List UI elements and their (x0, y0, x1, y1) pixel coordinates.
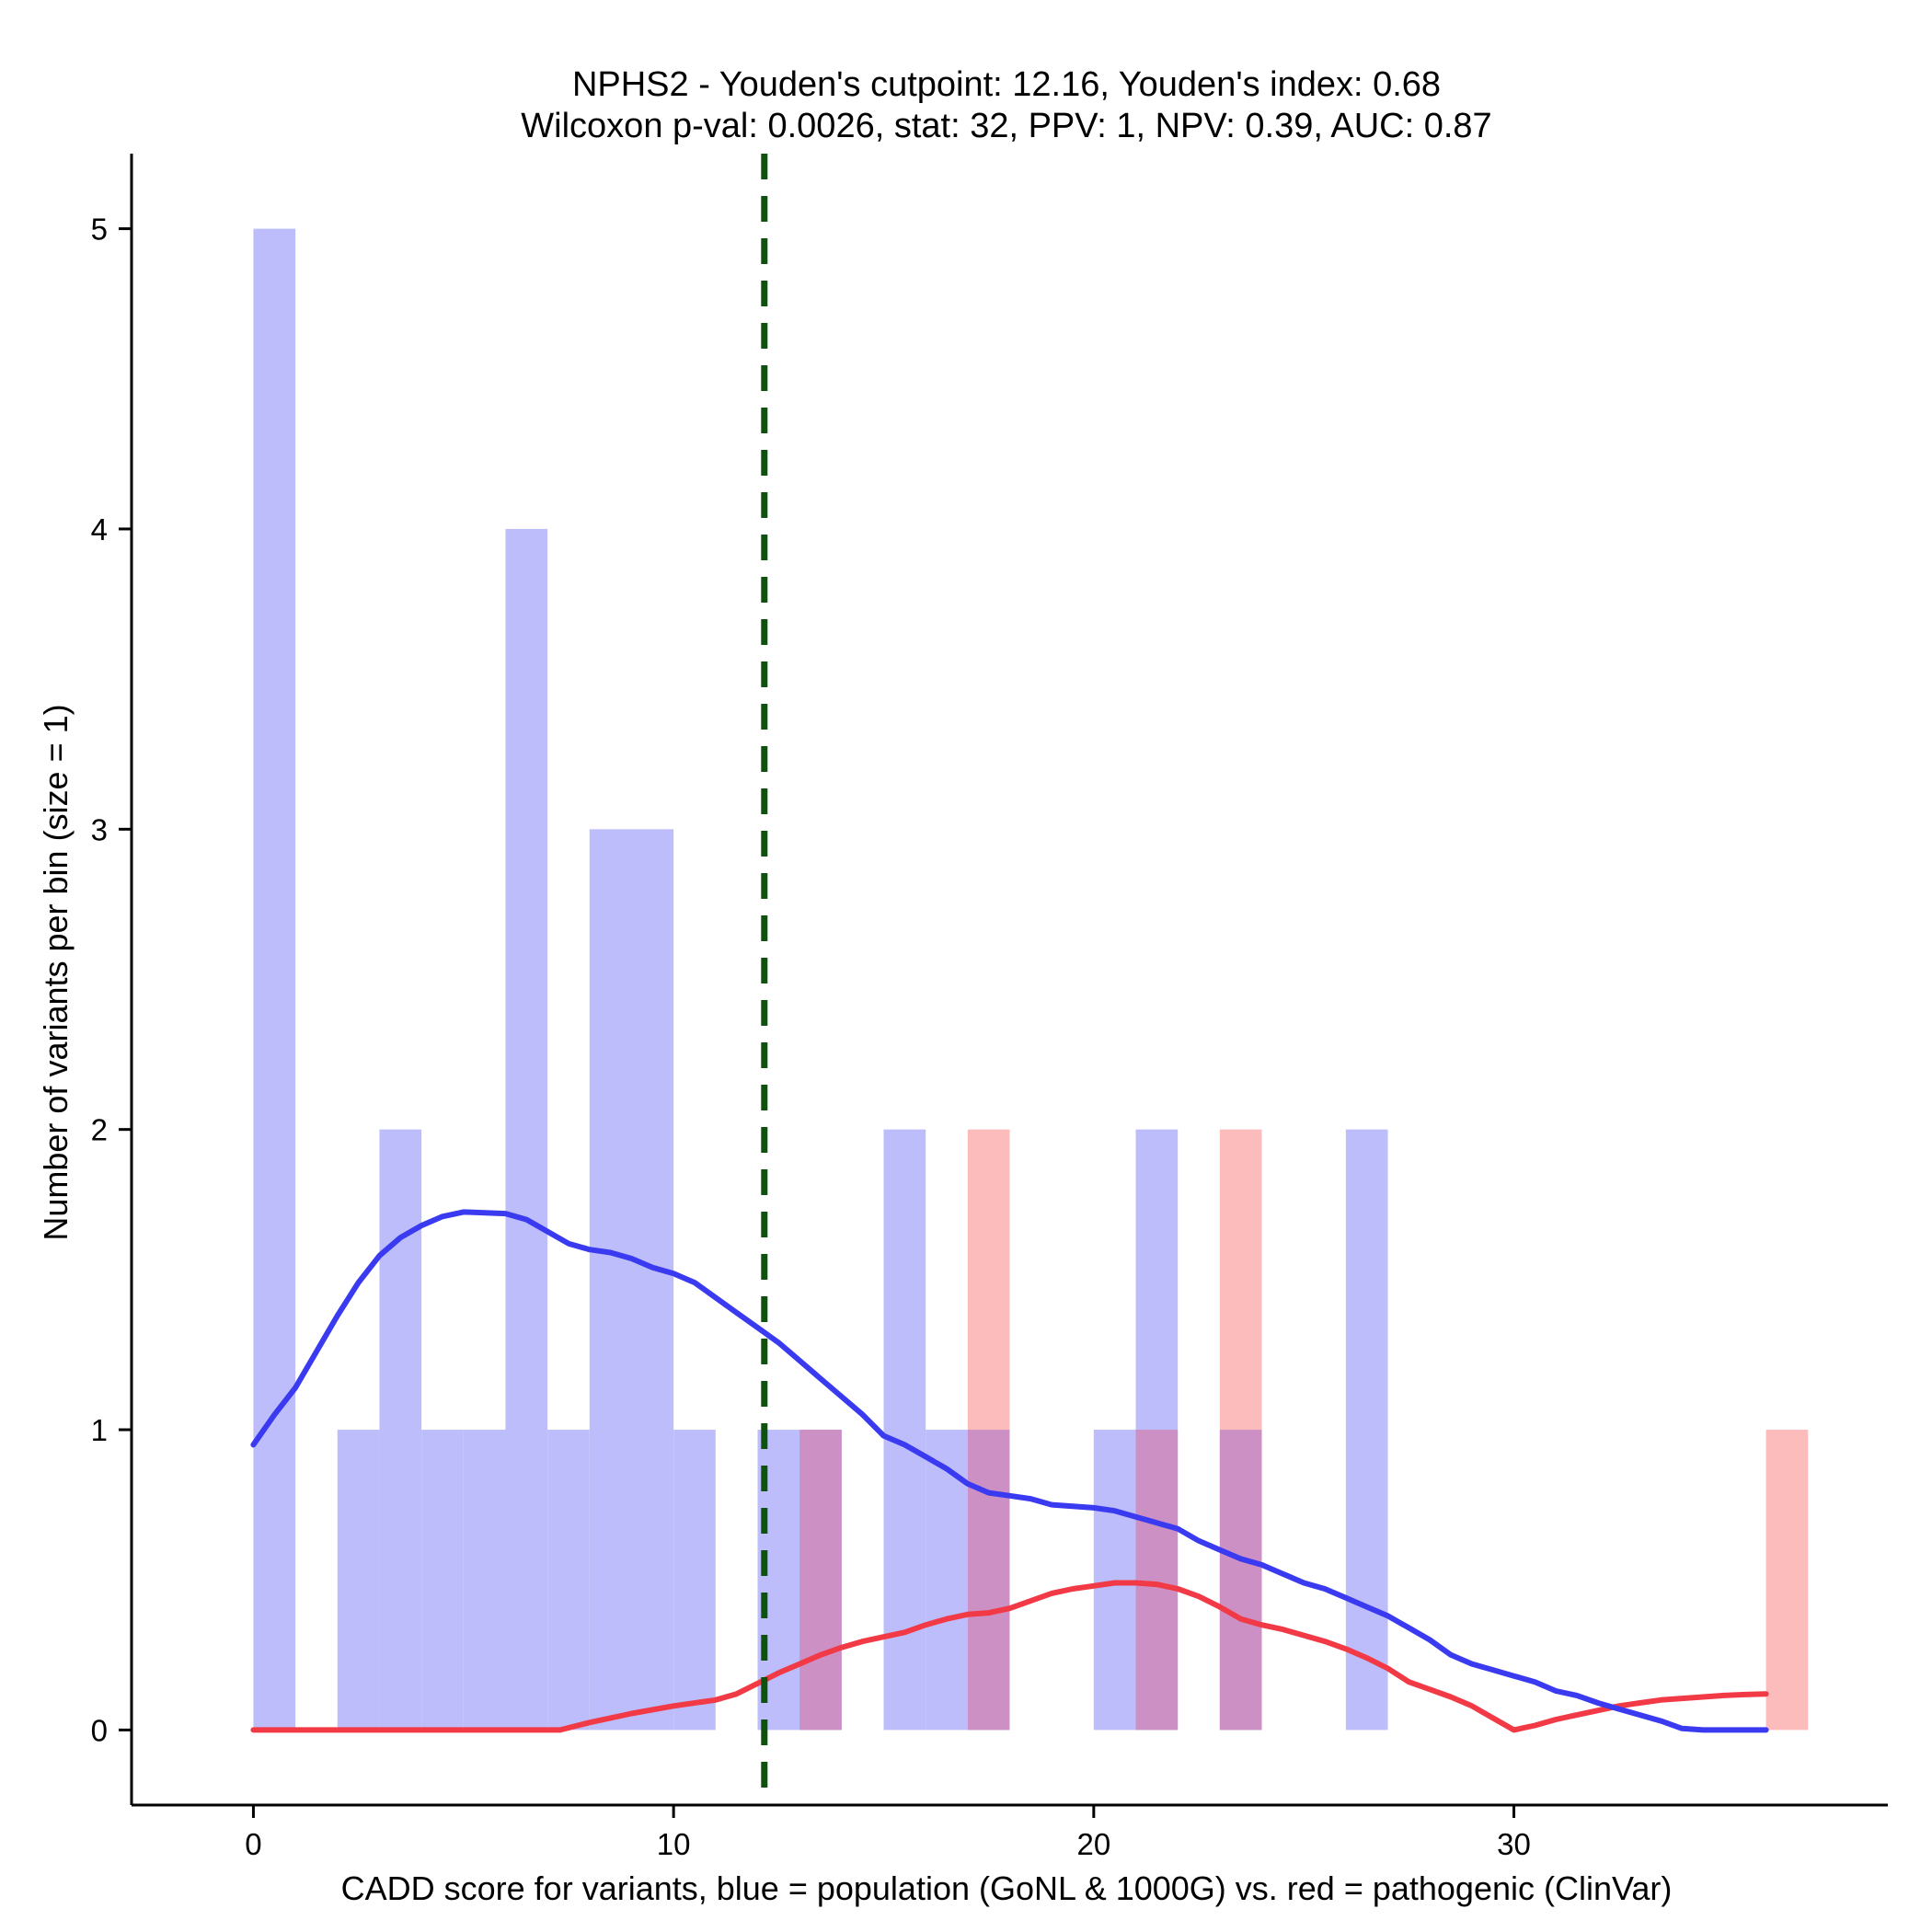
y-tick-label: 1 (91, 1413, 108, 1447)
population-bar (631, 829, 674, 1731)
y-axis-label: Number of variants per bin (size = 1) (37, 704, 75, 1240)
y-tick-label: 2 (91, 1113, 108, 1147)
overlap-bar (967, 1430, 1010, 1731)
population-bar (421, 1430, 464, 1731)
population-bar (1093, 1430, 1136, 1731)
x-tick-label: 0 (245, 1827, 261, 1861)
x-tick-label: 30 (1497, 1827, 1531, 1861)
pathogenic-bar (1219, 1129, 1262, 1431)
overlap-bar (1219, 1430, 1262, 1731)
overlap-bar (799, 1430, 842, 1731)
population-bar (379, 1129, 422, 1731)
population-bar (589, 829, 632, 1731)
population-bar (505, 528, 548, 1731)
population-bar (1345, 1129, 1388, 1731)
x-tick-label: 10 (657, 1827, 691, 1861)
pathogenic-bar (1765, 1430, 1809, 1731)
y-tick-label: 5 (91, 213, 108, 247)
population-bar (926, 1430, 968, 1731)
pathogenic-bar (967, 1129, 1010, 1431)
y-tick-label: 4 (91, 512, 108, 546)
chart-title-line-1: NPHS2 - Youden's cutpoint: 12.16, Youden… (572, 65, 1441, 104)
overlap-bar (1135, 1430, 1179, 1731)
x-tick-label: 20 (1076, 1827, 1110, 1861)
axes (130, 154, 1888, 1807)
chart-title-line-2: Wilcoxon p-val: 0.0026, stat: 32, PPV: 1… (521, 107, 1491, 145)
population-bar (883, 1129, 926, 1731)
y-tick-label: 0 (91, 1713, 108, 1747)
x-axis-ticks: 0 10 20 30 (245, 1805, 1531, 1861)
density-curves (250, 1209, 1769, 1733)
chart-title: NPHS2 - Youden's cutpoint: 12.16, Youden… (521, 65, 1491, 145)
x-axis-label: CADD score for variants, blue = populati… (341, 1869, 1673, 1907)
population-density-line (250, 1209, 1769, 1733)
population-bar (463, 1430, 506, 1731)
population-bar (253, 228, 296, 1731)
pathogenic-density-line (250, 1580, 1769, 1733)
population-bar (337, 1430, 380, 1731)
y-axis-ticks: 0 1 2 3 4 5 (91, 213, 132, 1747)
y-tick-label: 3 (91, 812, 108, 846)
population-bar (673, 1430, 716, 1731)
population-bar (547, 1430, 590, 1731)
histogram-bars (253, 228, 1809, 1731)
